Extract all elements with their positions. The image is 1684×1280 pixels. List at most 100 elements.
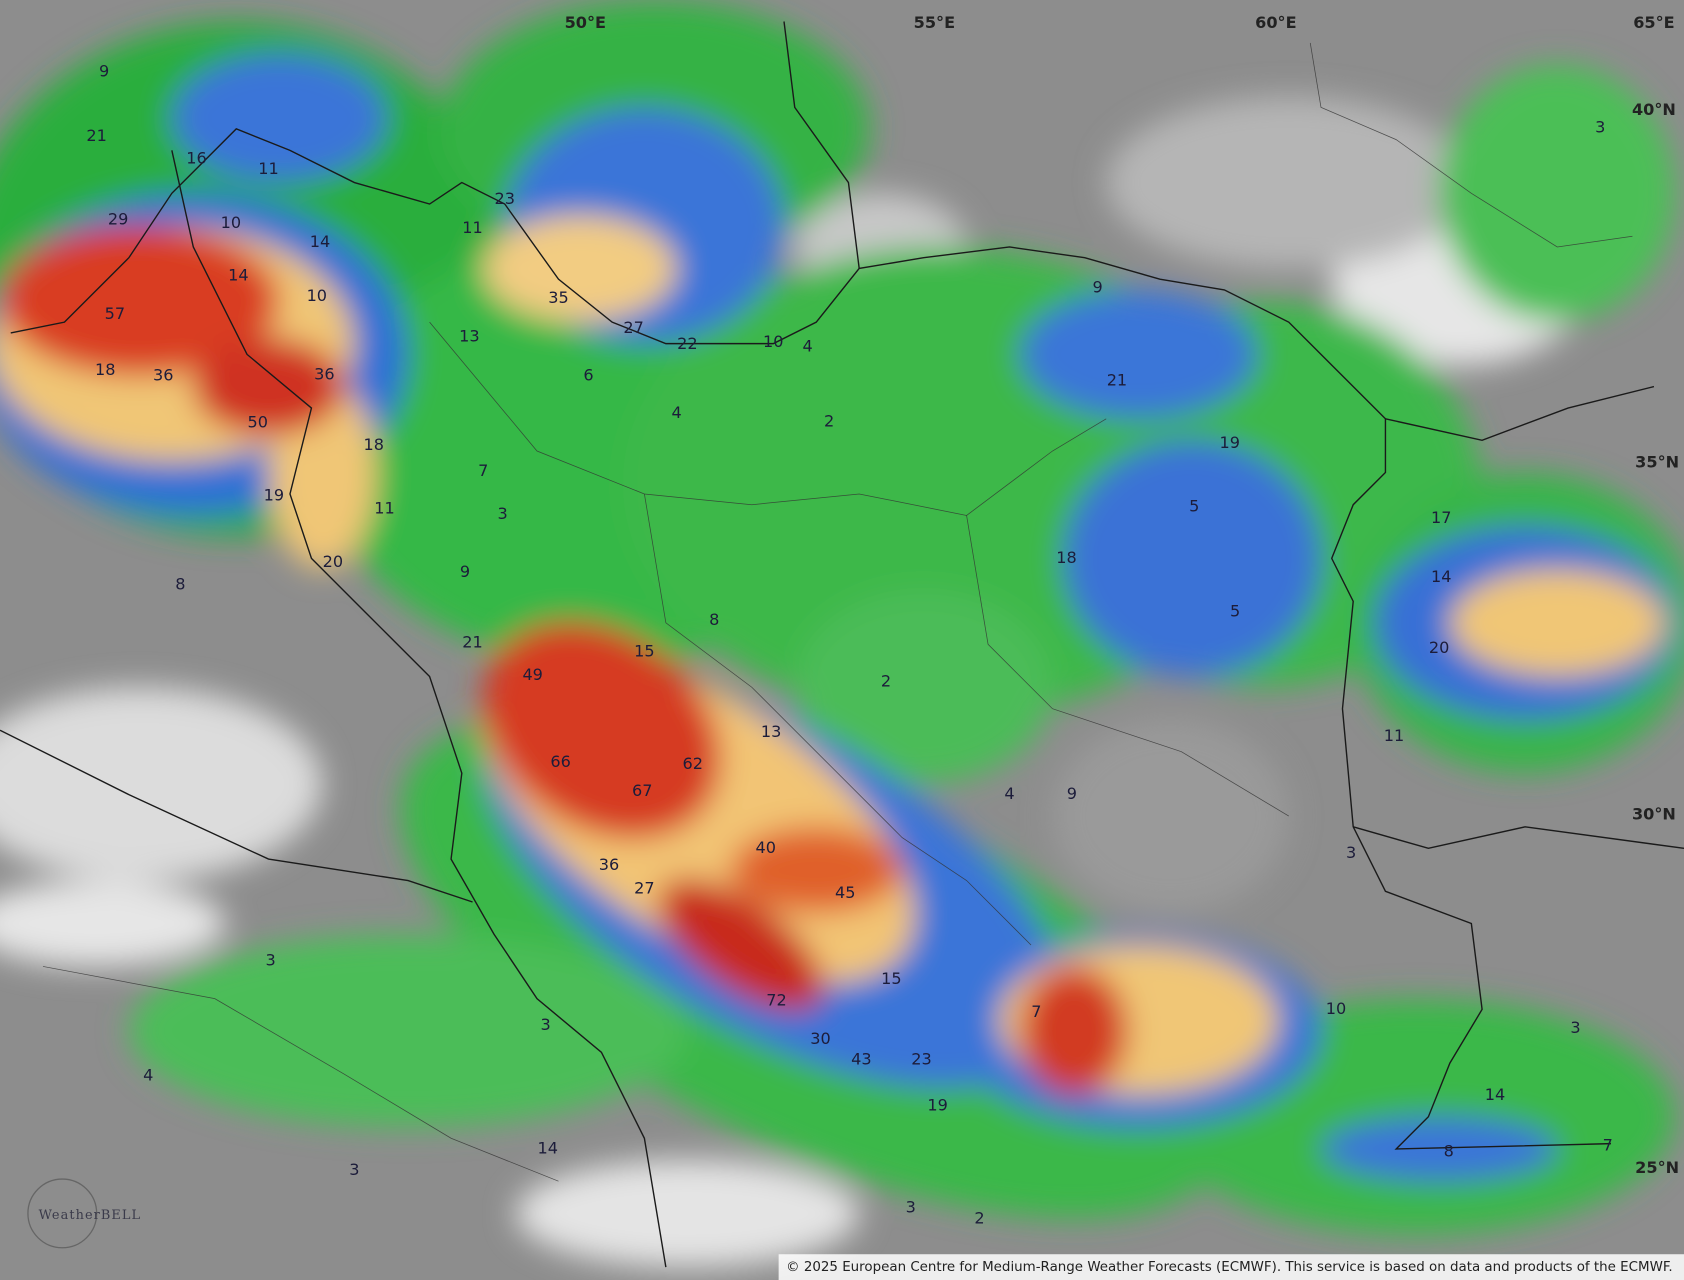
- precip-label: 35: [548, 288, 568, 307]
- precip-label: 17: [1431, 508, 1451, 527]
- precip-label: 20: [1429, 638, 1449, 657]
- province-line: [966, 515, 1289, 817]
- precip-label: 11: [462, 218, 482, 237]
- precip-label: 2: [881, 671, 891, 690]
- border-line: [10, 128, 1611, 1150]
- precip-label: 9: [1092, 277, 1102, 296]
- precip-label: 2: [974, 1208, 984, 1227]
- precip-label: 27: [623, 318, 643, 337]
- border-line: [1385, 385, 1655, 441]
- precip-label: 3: [906, 1198, 916, 1217]
- precip-label: 3: [1595, 117, 1605, 136]
- precip-label: 13: [459, 327, 479, 346]
- precip-label: 23: [495, 189, 515, 208]
- logo-mark: [27, 1178, 98, 1249]
- precip-label: 57: [105, 304, 125, 323]
- border-line: [171, 150, 667, 1268]
- precip-label: 67: [632, 781, 652, 800]
- precip-label: 40: [756, 838, 776, 857]
- precip-label: 10: [221, 213, 241, 232]
- precip-label: 11: [258, 159, 278, 178]
- precip-label: 21: [1107, 371, 1127, 390]
- precip-label: 9: [1067, 784, 1077, 803]
- border-line: [0, 729, 473, 903]
- precip-label: 7: [478, 461, 488, 480]
- precip-label: 66: [550, 752, 570, 771]
- border-line: [1353, 826, 1684, 850]
- precip-label: 19: [264, 486, 284, 505]
- precip-label: 43: [851, 1049, 871, 1068]
- copyright-box: [778, 1254, 1684, 1280]
- precip-label: 11: [1384, 726, 1404, 745]
- precip-label: 27: [634, 879, 654, 898]
- precip-label: 11: [374, 498, 394, 517]
- lon-label: 60°E: [1255, 13, 1296, 32]
- precip-label: 14: [310, 232, 330, 251]
- precip-label: 62: [682, 754, 702, 773]
- precip-label: 3: [1570, 1018, 1580, 1037]
- precip-label: 6: [583, 365, 593, 384]
- precip-label: 7: [1031, 1002, 1041, 1021]
- precip-label: 22: [677, 334, 697, 353]
- precip-label: 18: [1056, 548, 1076, 567]
- precip-label: 5: [1230, 602, 1240, 621]
- lat-label: 40°N: [1632, 100, 1676, 119]
- precip-label: 14: [1485, 1085, 1505, 1104]
- precip-label: 72: [766, 990, 786, 1009]
- precip-label: 9: [460, 562, 470, 581]
- precip-label: 21: [86, 126, 106, 145]
- precip-label: 15: [634, 641, 654, 660]
- province-line: [429, 321, 1107, 516]
- precip-label: 3: [497, 504, 507, 523]
- precip-label: 8: [175, 575, 185, 594]
- logo: WeatherBELL: [39, 1208, 142, 1223]
- precip-label: 21: [462, 633, 482, 652]
- precip-label: 10: [307, 286, 327, 305]
- precip-label: 8: [709, 610, 719, 629]
- borders: [0, 21, 1684, 1268]
- precip-label: 10: [763, 332, 783, 351]
- precip-label: 36: [314, 364, 334, 383]
- precip-label: 50: [248, 413, 268, 432]
- precip-label: 49: [522, 665, 542, 684]
- precip-label: 10: [1326, 999, 1346, 1018]
- precip-label: 20: [323, 552, 343, 571]
- province-line: [42, 966, 559, 1182]
- precip-label: 45: [835, 883, 855, 902]
- precip-label: 14: [537, 1138, 557, 1157]
- precip-label: 14: [228, 265, 248, 284]
- precip-label: 19: [1219, 433, 1239, 452]
- precip-label: 3: [1346, 843, 1356, 862]
- precip-label: 4: [143, 1065, 153, 1084]
- precip-label: 2: [824, 412, 834, 431]
- precip-label: 4: [1004, 784, 1014, 803]
- precip-label: 30: [810, 1029, 830, 1048]
- precip-label: 7: [1603, 1135, 1613, 1154]
- precip-label: 9: [99, 61, 109, 80]
- precip-label: 3: [349, 1160, 359, 1179]
- precip-label: 5: [1189, 496, 1199, 515]
- precip-label: 8: [1444, 1142, 1454, 1161]
- lat-label: 25°N: [1635, 1158, 1679, 1177]
- precip-label: 36: [599, 855, 619, 874]
- precip-label: 36: [153, 365, 173, 384]
- precip-label: 3: [266, 951, 276, 970]
- precip-label: 14: [1431, 567, 1451, 586]
- lon-label: 65°E: [1633, 13, 1674, 32]
- precip-label: 18: [364, 435, 384, 454]
- precip-label: 16: [186, 148, 206, 167]
- precip-label: 15: [881, 969, 901, 988]
- precip-label: 4: [671, 403, 681, 422]
- precip-label: 29: [108, 210, 128, 229]
- province-line: [1309, 42, 1633, 248]
- province-line: [644, 493, 1032, 946]
- precip-label: 4: [803, 336, 813, 355]
- precip-label: 18: [95, 360, 115, 379]
- lat-label: 30°N: [1632, 805, 1676, 824]
- precip-label: 13: [761, 722, 781, 741]
- copyright: © 2025 European Centre for Medium-Range …: [786, 1260, 1673, 1275]
- precip-label: 19: [927, 1096, 947, 1115]
